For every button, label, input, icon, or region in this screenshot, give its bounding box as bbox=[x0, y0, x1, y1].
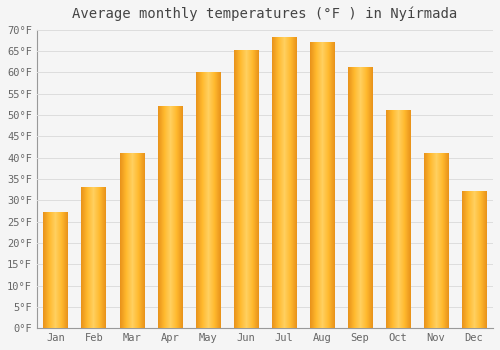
Title: Average monthly temperatures (°F ) in Nyírmada: Average monthly temperatures (°F ) in Ny… bbox=[72, 7, 458, 21]
